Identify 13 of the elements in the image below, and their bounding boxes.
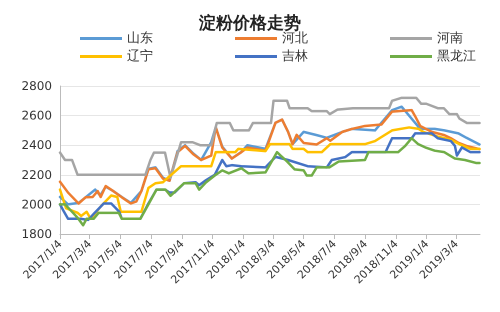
legend-label: 吉林 [282, 49, 308, 64]
y-tick-label: 2200 [21, 168, 52, 182]
legend-label: 山东 [127, 31, 153, 46]
legend-label: 河北 [282, 31, 308, 46]
legend-label: 河南 [437, 31, 463, 46]
y-tick-label: 2800 [21, 79, 52, 93]
legend-label: 辽宁 [127, 48, 153, 64]
y-tick-label: 1800 [21, 227, 52, 241]
y-tick-label: 2000 [21, 197, 52, 212]
legend-label: 黑龙江 [437, 49, 476, 64]
y-tick-label: 2600 [21, 108, 52, 123]
line-series [58, 96, 481, 180]
y-tick-label: 2400 [21, 138, 52, 152]
